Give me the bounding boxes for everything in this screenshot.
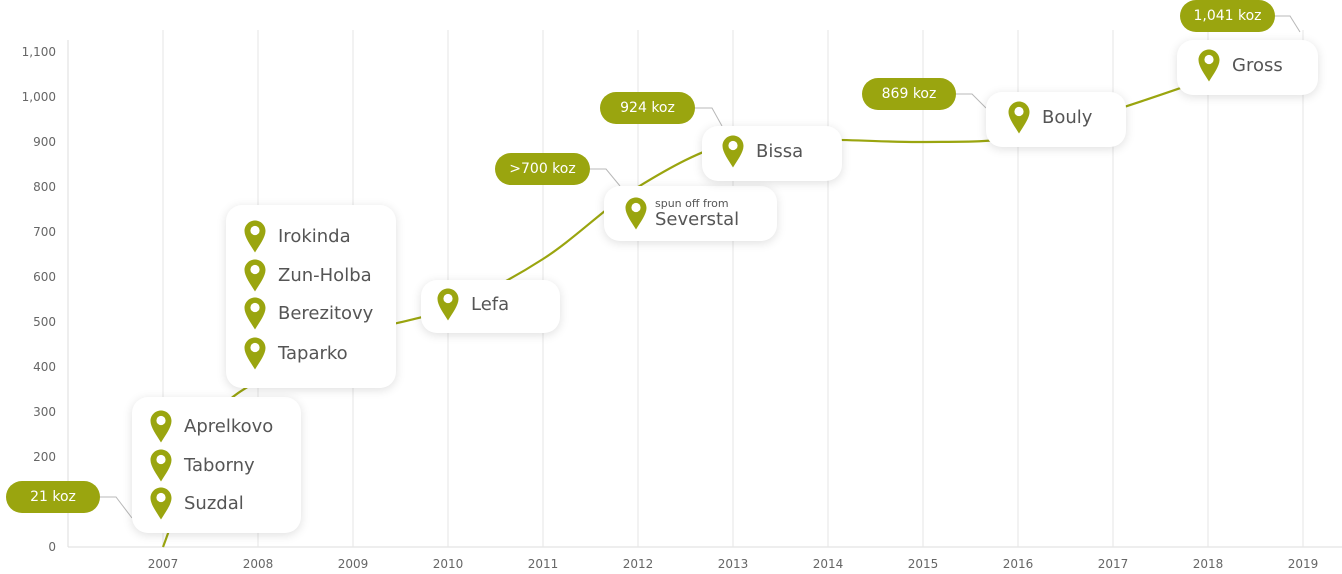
mine-name: Taborny: [184, 455, 255, 476]
callout-lefa: Lefa: [421, 280, 560, 333]
x-tick-label: 2011: [528, 557, 559, 571]
x-axis-ticks: 2007 2008 2009 2010 2011 2012 2013 2014 2015 2016…: [148, 557, 1319, 571]
map-pin-icon: [244, 337, 266, 370]
map-pin-icon: [722, 135, 744, 168]
callout-bouly: Bouly: [986, 92, 1126, 147]
connector-line: [956, 93, 987, 109]
callout-severstal: spun off from Severstal: [604, 186, 777, 241]
mine-name: Gross: [1232, 55, 1283, 76]
y-tick-label: 900: [33, 135, 56, 149]
map-pin-icon: [150, 449, 172, 482]
list-item: Bissa: [722, 135, 803, 168]
map-pin-icon: [244, 259, 266, 292]
map-pin-icon: [437, 288, 459, 321]
map-pin-icon: [625, 197, 647, 230]
mine-name: Bissa: [756, 141, 804, 162]
callout-gross: Gross: [1177, 40, 1318, 95]
map-pin-icon: [150, 410, 172, 443]
x-tick-label: 2007: [148, 557, 179, 571]
connector-line: [100, 496, 133, 519]
list-item: Taborny: [150, 449, 255, 482]
callout-2008: Irokinda Zun-Holba Berezitovy Taparko: [226, 205, 396, 388]
note-title: Severstal: [655, 208, 740, 230]
list-item: Lefa: [437, 288, 509, 321]
list-item: Gross: [1198, 49, 1283, 82]
map-pin-icon: [244, 297, 266, 330]
list-item: Bouly: [1008, 101, 1092, 134]
list-item: Aprelkovo: [150, 410, 273, 443]
x-tick-label: 2009: [338, 557, 369, 571]
y-tick-label: 1,000: [22, 90, 56, 104]
y-axis-ticks: 0 200 300 400 500 600 700 800 900 1,000 1,100: [22, 45, 56, 554]
x-tick-label: 2015: [908, 557, 939, 571]
mine-name: Irokinda: [278, 226, 351, 247]
mine-name: Zun-Holba: [278, 265, 372, 286]
list-item: Suzdal: [150, 487, 244, 520]
connector-line: [590, 168, 621, 187]
map-pin-icon: [1198, 49, 1220, 82]
callout-2007: Aprelkovo Taborny Suzdal: [132, 397, 301, 533]
x-tick-label: 2019: [1288, 557, 1319, 571]
connector-line: [695, 107, 723, 127]
value-label: 869 koz: [862, 78, 956, 110]
mine-name: Suzdal: [184, 493, 244, 514]
y-tick-label: 200: [33, 450, 56, 464]
x-tick-label: 2017: [1098, 557, 1129, 571]
list-item: Irokinda: [244, 220, 351, 253]
y-tick-label: 600: [33, 270, 56, 284]
list-item: spun off from Severstal: [625, 197, 739, 230]
connector-line: [1275, 15, 1301, 33]
x-tick-label: 2013: [718, 557, 749, 571]
y-tick-label: 400: [33, 360, 56, 374]
value-label: 924 koz: [600, 92, 695, 124]
label-connectors: [100, 15, 1301, 519]
x-tick-label: 2010: [433, 557, 464, 571]
y-tick-label: 700: [33, 225, 56, 239]
map-pin-icon: [1008, 101, 1030, 134]
mine-name: Aprelkovo: [184, 416, 274, 437]
y-tick-label: 1,100: [22, 45, 56, 59]
map-pin-icon: [244, 220, 266, 253]
x-tick-label: 2012: [623, 557, 654, 571]
spin-off-note: spun off from Severstal: [655, 196, 740, 230]
mine-name: Taparko: [278, 343, 348, 364]
y-tick-label: 0: [48, 540, 56, 554]
value-label: >700 koz: [495, 153, 590, 185]
mine-name: Berezitovy: [278, 303, 374, 324]
y-tick-label: 300: [33, 405, 56, 419]
value-label: 21 koz: [6, 481, 100, 513]
x-tick-label: 2016: [1003, 557, 1034, 571]
x-tick-label: 2008: [243, 557, 274, 571]
y-tick-label: 800: [33, 180, 56, 194]
list-item: Taparko: [244, 337, 348, 370]
list-item: Berezitovy: [244, 297, 373, 330]
callout-bissa: Bissa: [702, 126, 842, 181]
mine-name: Bouly: [1042, 107, 1093, 128]
map-pin-icon: [150, 487, 172, 520]
mine-name: Lefa: [471, 294, 510, 315]
y-tick-label: 500: [33, 315, 56, 329]
x-tick-label: 2018: [1193, 557, 1224, 571]
value-label: 1,041 koz: [1180, 0, 1275, 32]
x-tick-label: 2014: [813, 557, 844, 571]
list-item: Zun-Holba: [244, 259, 372, 292]
note-caption: spun off from: [655, 196, 729, 210]
